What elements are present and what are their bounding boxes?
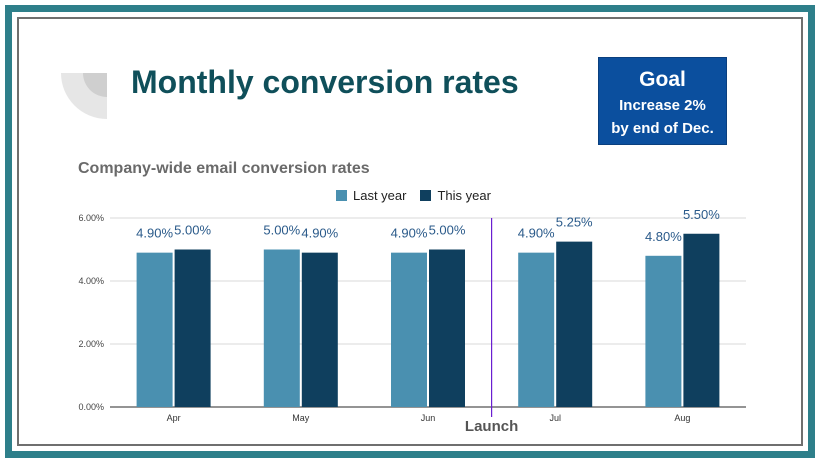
- y-tick-label: 4.00%: [78, 276, 104, 286]
- goal-line-1: Increase 2%: [619, 97, 706, 114]
- launch-label: Launch: [465, 418, 518, 435]
- bar-this-year-may: [301, 252, 338, 407]
- legend-item-this-year: This year: [420, 188, 491, 203]
- legend-label-this-year: This year: [437, 188, 491, 203]
- legend-item-last-year: Last year: [336, 188, 406, 203]
- bar-last-year-may: [263, 249, 300, 407]
- data-label: 5.00%: [263, 223, 300, 238]
- slide-title: Monthly conversion rates: [131, 64, 519, 100]
- bar-last-year-apr: [136, 252, 173, 407]
- data-label: 5.25%: [556, 215, 593, 230]
- legend-swatch-last-year: [336, 190, 347, 201]
- x-tick-label: Aug: [674, 413, 690, 423]
- x-tick-label: May: [292, 413, 310, 423]
- data-label: 5.00%: [174, 223, 211, 238]
- goal-title: Goal: [639, 68, 686, 91]
- y-tick-label: 0.00%: [78, 402, 104, 412]
- data-label: 4.90%: [136, 226, 173, 241]
- bar-this-year-apr: [174, 249, 211, 407]
- legend-label-last-year: Last year: [353, 188, 407, 203]
- bar-this-year-jul: [556, 241, 593, 407]
- goal-box: Goal Increase 2% by end of Dec.: [598, 57, 727, 145]
- data-label: 4.90%: [518, 226, 555, 241]
- bar-this-year-jun: [429, 249, 465, 407]
- quarter-circle-decoration: [61, 73, 107, 119]
- y-tick-label: 2.00%: [78, 339, 104, 349]
- bar-this-year-aug: [683, 233, 720, 407]
- data-label: 4.80%: [645, 229, 682, 244]
- x-tick-label: Apr: [167, 413, 181, 423]
- data-label: 4.90%: [391, 226, 428, 241]
- y-tick-label: 6.00%: [78, 213, 104, 223]
- goal-line-2: by end of Dec.: [611, 120, 714, 137]
- x-tick-label: Jun: [421, 413, 436, 423]
- bar-last-year-jul: [518, 252, 555, 407]
- data-label: 4.90%: [301, 226, 338, 241]
- legend-swatch-this-year: [420, 190, 432, 201]
- chart-title: Company-wide email conversion rates: [78, 160, 370, 177]
- data-label: 5.00%: [429, 223, 466, 238]
- bar-last-year-jun: [391, 252, 427, 407]
- chart-legend: Last year This year: [336, 188, 505, 203]
- x-tick-label: Jul: [549, 413, 561, 423]
- data-label: 5.50%: [683, 207, 720, 222]
- bar-last-year-aug: [645, 255, 682, 407]
